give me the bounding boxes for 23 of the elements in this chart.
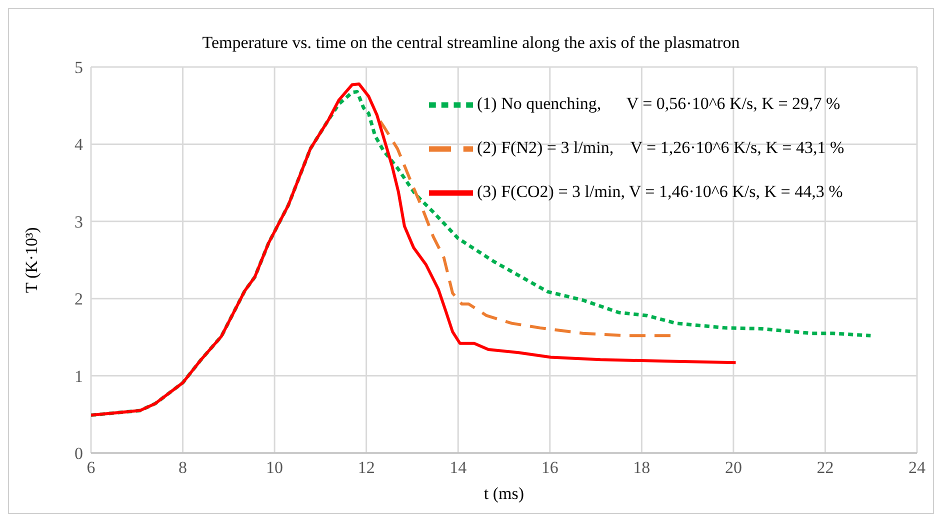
y-tick-label: 4 [74, 135, 84, 154]
x-tick-label: 24 [908, 458, 926, 478]
line-series [91, 90, 872, 417]
legend-label: (1) No quenching, V = 0,56·10^6 K/s, K = 29,7 % [477, 94, 840, 113]
y-tick-label: 2 [74, 290, 83, 309]
x-tick-label: 14 [450, 458, 468, 478]
x-tick-label: 6 [86, 458, 96, 478]
x-tick-label: 10 [266, 458, 284, 478]
y-tick-label: 1 [74, 366, 83, 386]
x-tick-label: 22 [816, 458, 834, 478]
y-tick-label: 5 [74, 58, 83, 78]
chart-title: Temperature vs. time on the central streamline along the axis of the plasmatron [201, 33, 741, 53]
x-tick-label: 8 [178, 458, 188, 478]
x-tick-label: 16 [541, 458, 558, 478]
y-tick-label: 0 [74, 444, 83, 464]
y-axis-title: T (K·10³) [22, 227, 42, 293]
y-tick-label: 3 [74, 212, 83, 232]
legend-label: (3) F(CO2) = 3 l/min, V = 1,46·10^6 K/s, K = 44,3 % [477, 182, 843, 201]
x-tick-label: 20 [724, 458, 742, 478]
x-axis-title: t (ms) [484, 484, 524, 503]
x-tick-label: 18 [633, 458, 650, 478]
x-tick-label: 12 [358, 458, 375, 478]
legend-label: (2) F(N2) = 3 l/min, V = 1,26·10^6 K/s, K = 43,1 % [477, 138, 844, 157]
